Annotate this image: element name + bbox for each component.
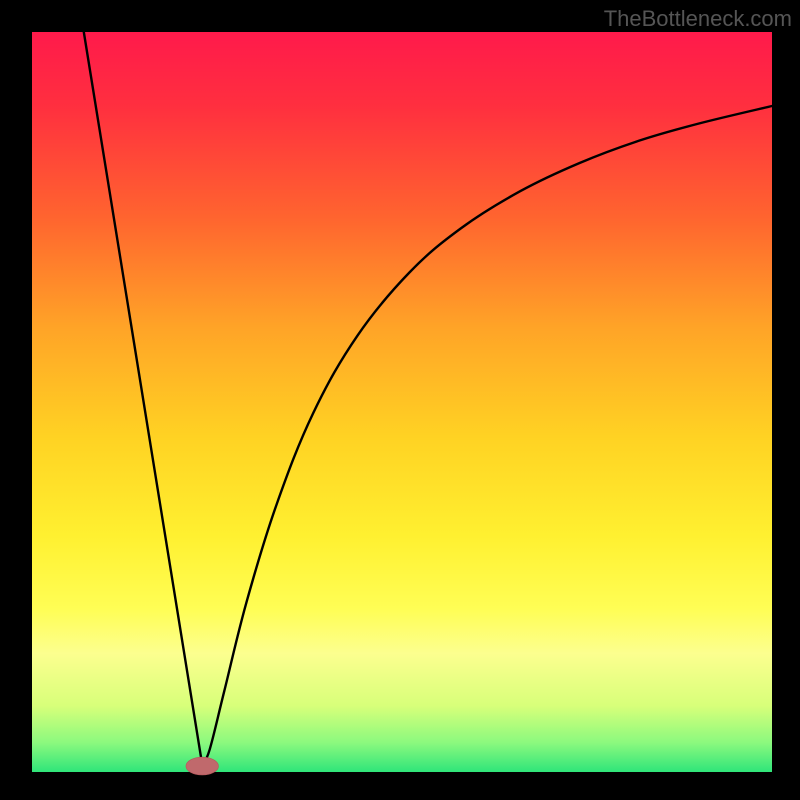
plot-area [32, 32, 772, 772]
min-marker [186, 757, 219, 775]
watermark-text: TheBottleneck.com [604, 6, 792, 32]
stage: TheBottleneck.com [0, 0, 800, 800]
chart-svg [32, 32, 772, 772]
